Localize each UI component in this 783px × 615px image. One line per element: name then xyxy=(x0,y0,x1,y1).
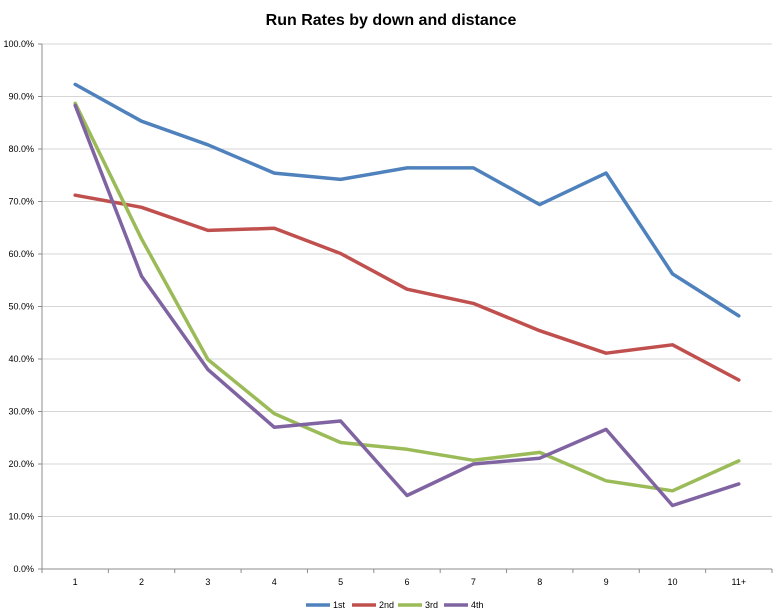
y-tick-label: 80.0% xyxy=(8,144,34,154)
y-tick-label: 70.0% xyxy=(8,197,34,207)
y-tick-label: 100.0% xyxy=(3,39,34,49)
x-tick-label: 10 xyxy=(667,577,677,587)
x-tick-label: 11+ xyxy=(732,577,747,587)
y-tick-label: 20.0% xyxy=(8,459,34,469)
legend-label-1st: 1st xyxy=(333,600,346,610)
chart-title: Run Rates by down and distance xyxy=(266,12,517,29)
y-tick-label: 30.0% xyxy=(8,407,34,417)
legend: 1st 2nd 3rd 4th xyxy=(306,600,484,610)
x-tick-label: 5 xyxy=(338,577,343,587)
legend-label-2nd: 2nd xyxy=(379,600,394,610)
series-line-3rd xyxy=(73,101,741,493)
x-tick-label: 7 xyxy=(471,577,476,587)
x-tick-label: 6 xyxy=(404,577,409,587)
legend-label-3rd: 3rd xyxy=(425,600,438,610)
axes: 0.0% 10.0% 20.0% 30.0% 40.0% 50.0% 60.0% 70.0% 8… xyxy=(3,39,773,587)
y-tick-label: 60.0% xyxy=(8,249,34,259)
series-line-2nd xyxy=(73,193,741,382)
x-tick-label: 4 xyxy=(272,577,277,587)
series-line-4th xyxy=(73,103,741,508)
y-tick-label: 40.0% xyxy=(8,354,34,364)
gridlines xyxy=(42,43,772,517)
y-tick-label: 0.0% xyxy=(13,564,34,574)
x-tick-label: 3 xyxy=(205,577,210,587)
series-line-1st xyxy=(73,82,741,318)
x-tick-label: 9 xyxy=(604,577,609,587)
x-tick-label: 2 xyxy=(139,577,144,587)
y-tick-label: 90.0% xyxy=(8,92,34,102)
y-tick-label: 10.0% xyxy=(8,512,34,522)
y-tick-label: 50.0% xyxy=(8,302,34,312)
legend-label-4th: 4th xyxy=(471,600,484,610)
x-tick-label: 8 xyxy=(537,577,542,587)
series-lines xyxy=(73,82,741,508)
x-tick-label: 1 xyxy=(73,577,78,587)
